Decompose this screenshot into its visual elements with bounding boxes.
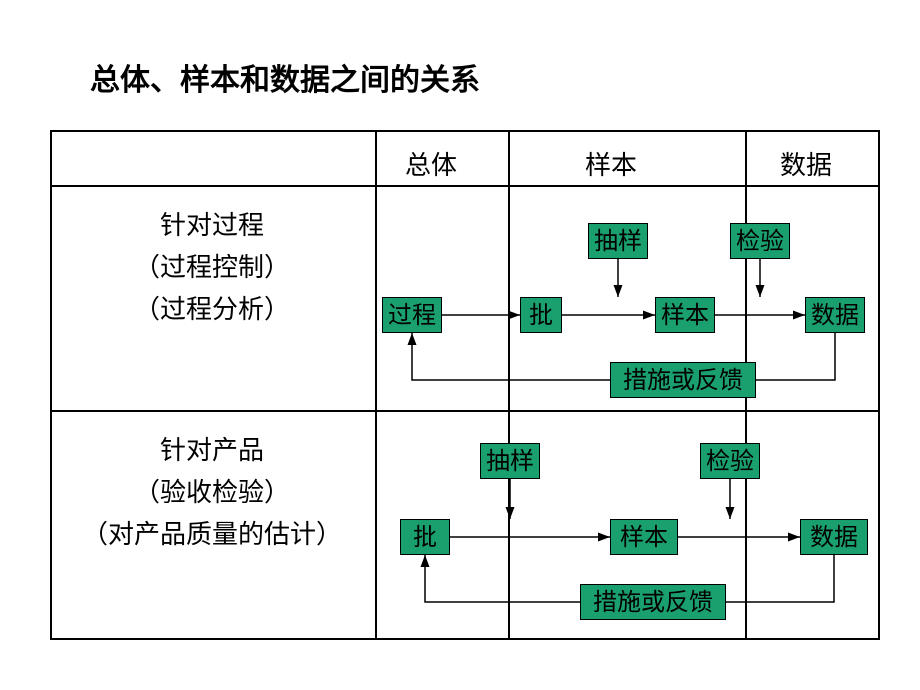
arrow xyxy=(756,333,835,380)
flow-node-batch: 批 xyxy=(400,519,450,555)
table-line xyxy=(508,130,510,640)
flow-node-batch: 批 xyxy=(520,297,562,333)
table-line xyxy=(50,130,880,132)
page-title: 总体、样本和数据之间的关系 xyxy=(90,55,480,99)
row-label-line: （过程控制） xyxy=(134,247,290,284)
arrow xyxy=(425,555,580,602)
page: 总体、样本和数据之间的关系 针对过程 （过程控制） （过程分析） 针对产品 （验收检验… xyxy=(0,0,920,690)
row-label-line: 针对过程 xyxy=(160,205,264,242)
flow-node-data: 数据 xyxy=(800,519,868,555)
flow-node-data: 数据 xyxy=(805,297,865,333)
flow-node-inspect: 检验 xyxy=(700,443,760,479)
table-line xyxy=(50,410,880,412)
header-cell: 样本 xyxy=(585,145,637,182)
row-label-line: （验收检验） xyxy=(134,472,290,509)
flow-node-sample: 样本 xyxy=(655,297,715,333)
flow-node-sample: 样本 xyxy=(610,519,678,555)
table-line xyxy=(50,130,52,640)
flow-node-sampling: 抽样 xyxy=(588,223,648,259)
table-line xyxy=(878,130,880,640)
header-cell: 总体 xyxy=(405,145,457,182)
flow-node-inspect: 检验 xyxy=(730,223,790,259)
arrows-layer xyxy=(0,0,920,690)
flow-node-feedback: 措施或反馈 xyxy=(610,362,756,398)
table-line xyxy=(50,638,880,640)
row-label-line: （对产品质量的估计） xyxy=(82,514,342,551)
header-cell: 数据 xyxy=(780,145,832,182)
arrow xyxy=(412,333,610,380)
table-line xyxy=(50,185,880,187)
row-label-line: （过程分析） xyxy=(134,289,290,326)
flow-node-process: 过程 xyxy=(382,297,442,333)
table-line xyxy=(375,130,377,640)
flow-node-feedback: 措施或反馈 xyxy=(580,584,726,620)
flow-node-sampling: 抽样 xyxy=(480,443,540,479)
row-label-line: 针对产品 xyxy=(160,430,264,467)
arrow xyxy=(726,555,834,602)
